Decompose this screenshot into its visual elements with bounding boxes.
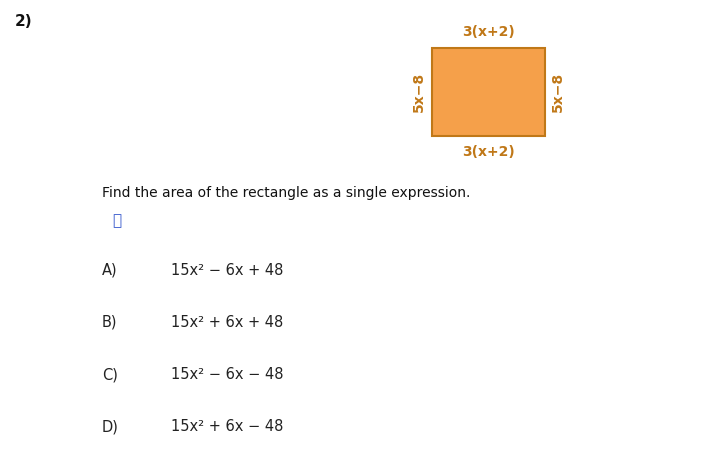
Text: 15x² − 6x − 48: 15x² − 6x − 48 <box>171 367 283 382</box>
Text: C): C) <box>102 367 118 382</box>
Text: Find the area of the rectangle as a single expression.: Find the area of the rectangle as a sing… <box>102 186 470 200</box>
Text: 2): 2) <box>15 14 32 29</box>
Text: 5x−8: 5x−8 <box>550 72 565 112</box>
Text: 🔊: 🔊 <box>113 212 122 228</box>
Text: 15x² + 6x + 48: 15x² + 6x + 48 <box>171 315 283 330</box>
Text: A): A) <box>102 262 118 278</box>
Text: 15x² − 6x + 48: 15x² − 6x + 48 <box>171 262 283 278</box>
Text: 15x² + 6x − 48: 15x² + 6x − 48 <box>171 419 283 434</box>
Text: B): B) <box>102 315 117 330</box>
Text: 5x−8: 5x−8 <box>412 72 426 112</box>
Text: 3(x+2): 3(x+2) <box>462 25 515 39</box>
Text: D): D) <box>102 419 118 434</box>
Text: 3(x+2): 3(x+2) <box>462 145 515 159</box>
Bar <box>432 48 544 136</box>
